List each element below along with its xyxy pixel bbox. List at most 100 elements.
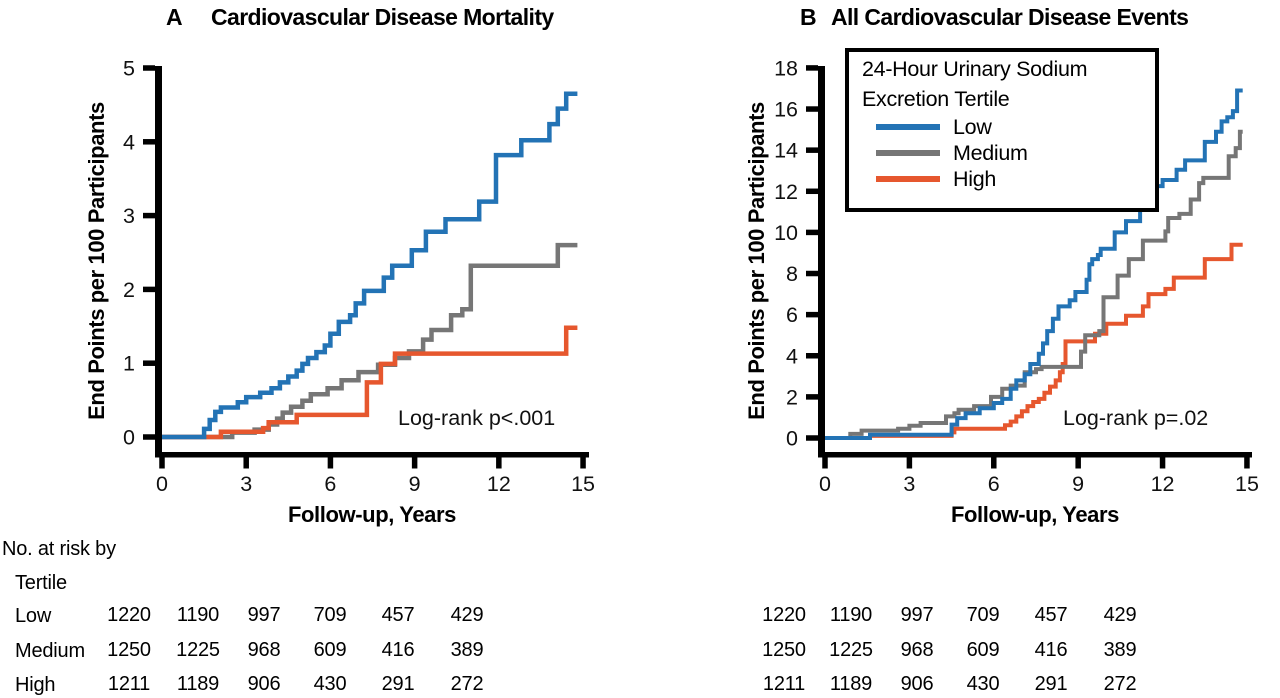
- y-tick-label: 12: [774, 180, 798, 204]
- y-axis-tick: [806, 188, 818, 195]
- risk-count: 1211: [762, 673, 806, 695]
- risk-count: 1250: [762, 639, 806, 661]
- legend-label-high: High: [953, 166, 997, 191]
- x-axis-tick: [1075, 457, 1081, 469]
- x-axis-line: [155, 452, 589, 458]
- y-tick-label: 0: [123, 426, 135, 450]
- risk-count: 609: [313, 639, 347, 661]
- x-tick-label: 15: [571, 472, 595, 496]
- risk-count: 1225: [176, 639, 220, 661]
- risk-count: 709: [966, 604, 1000, 626]
- legend-item-low: Low: [862, 114, 1155, 140]
- risk-count: 709: [313, 604, 347, 626]
- y-axis-tick: [806, 65, 818, 71]
- log-rank-annotation: Log-rank p<.001: [398, 406, 555, 430]
- risk-table-header-line1: No. at risk by: [2, 538, 116, 560]
- x-tick-label: 0: [156, 472, 168, 496]
- y-axis-line: [818, 66, 825, 458]
- risk-count: 272: [1103, 673, 1137, 695]
- x-tick-label: 12: [487, 472, 511, 496]
- x-axis-tick: [159, 457, 165, 469]
- risk-row-label-medium: Medium: [15, 640, 85, 662]
- panel-b-plot: 0 2 4 6 8 10 12 14 16 18 0 3 6 9 12 15 Log-rank p=.02: [774, 56, 1259, 496]
- y-axis-tick: [806, 229, 818, 236]
- x-axis-tick: [991, 457, 997, 469]
- y-axis-tick: [806, 270, 818, 277]
- risk-count: 457: [1034, 604, 1068, 626]
- x-axis-tick: [1244, 457, 1250, 469]
- risk-count: 416: [381, 639, 415, 661]
- risk-row-label-high: High: [15, 674, 56, 696]
- x-axis-tick: [906, 457, 913, 469]
- panel-b-letter: B: [800, 4, 817, 30]
- y-tick-label: 2: [123, 278, 135, 302]
- low-line-swatch: [876, 124, 940, 130]
- risk-count: 1220: [762, 604, 806, 626]
- risk-count: 457: [381, 604, 415, 626]
- series-high-line: [162, 325, 578, 440]
- y-tick-label: 0: [786, 427, 798, 451]
- risk-count: 1250: [107, 639, 151, 661]
- log-rank-annotation: Log-rank p=.02: [1063, 406, 1208, 430]
- x-tick-label: 3: [240, 472, 252, 496]
- risk-count: 430: [313, 673, 347, 695]
- risk-count: 906: [900, 673, 934, 695]
- x-axis-tick: [1159, 457, 1166, 469]
- risk-count: 429: [1103, 604, 1137, 626]
- y-axis-tick: [806, 311, 818, 318]
- y-tick-label: 2: [786, 385, 798, 409]
- y-tick-label: 10: [774, 221, 798, 245]
- risk-count: 1189: [176, 673, 220, 695]
- x-tick-label: 6: [988, 472, 1000, 496]
- legend-label-medium: Medium: [953, 140, 1028, 165]
- y-tick-label: 1: [123, 352, 135, 376]
- risk-count: 1190: [829, 604, 873, 626]
- y-tick-label: 4: [786, 344, 798, 368]
- y-axis-tick: [806, 435, 818, 441]
- risk-row-label-low: Low: [15, 605, 52, 627]
- y-tick-label: 3: [123, 204, 135, 228]
- risk-count: 291: [1034, 673, 1068, 695]
- x-axis-tick: [822, 457, 828, 469]
- y-tick-label: 14: [774, 139, 798, 163]
- y-tick-label: 6: [786, 303, 798, 327]
- risk-count: 430: [966, 673, 1000, 695]
- medium-line-swatch: [876, 150, 940, 156]
- x-tick-label: 12: [1151, 472, 1175, 496]
- panel-b-title: All Cardiovascular Disease Events: [831, 4, 1189, 30]
- y-tick-label: 5: [123, 57, 135, 81]
- x-tick-label: 3: [903, 472, 915, 496]
- risk-table-header-line2: Tertile: [15, 572, 67, 594]
- x-tick-label: 6: [324, 472, 336, 496]
- panel-b-x-axis-label: Follow-up, Years: [950, 502, 1119, 527]
- legend: 24-Hour Urinary Sodium Excretion Tertile…: [845, 48, 1159, 212]
- risk-count: 1211: [107, 673, 151, 695]
- y-axis-tick: [806, 147, 818, 153]
- legend-title-line1: 24-Hour Urinary Sodium: [862, 57, 1088, 81]
- y-tick-label: 4: [123, 130, 135, 154]
- risk-count: 1189: [829, 673, 873, 695]
- y-axis-tick: [806, 353, 818, 359]
- risk-count: 968: [247, 639, 281, 661]
- risk-count: 389: [1103, 639, 1137, 661]
- y-axis-tick: [143, 360, 155, 366]
- legend-item-medium: Medium: [862, 140, 1155, 166]
- x-axis-tick: [411, 457, 418, 469]
- risk-count: 272: [450, 673, 484, 695]
- risk-count: 906: [247, 673, 281, 695]
- y-axis-tick: [806, 394, 818, 400]
- risk-count: 997: [900, 604, 934, 626]
- y-tick-label: 8: [786, 262, 798, 286]
- high-line-swatch: [876, 176, 940, 182]
- risk-count: 389: [450, 639, 484, 661]
- legend-label-low: Low: [953, 114, 992, 139]
- risk-count: 429: [450, 604, 484, 626]
- x-axis-tick: [243, 457, 249, 469]
- x-tick-label: 9: [1072, 472, 1084, 496]
- risk-count: 416: [1034, 639, 1068, 661]
- series-low-line: [162, 91, 578, 440]
- legend-title-line2: Excretion Tertile: [862, 87, 1010, 111]
- series-high-line: [825, 242, 1243, 440]
- y-axis-tick: [806, 106, 818, 112]
